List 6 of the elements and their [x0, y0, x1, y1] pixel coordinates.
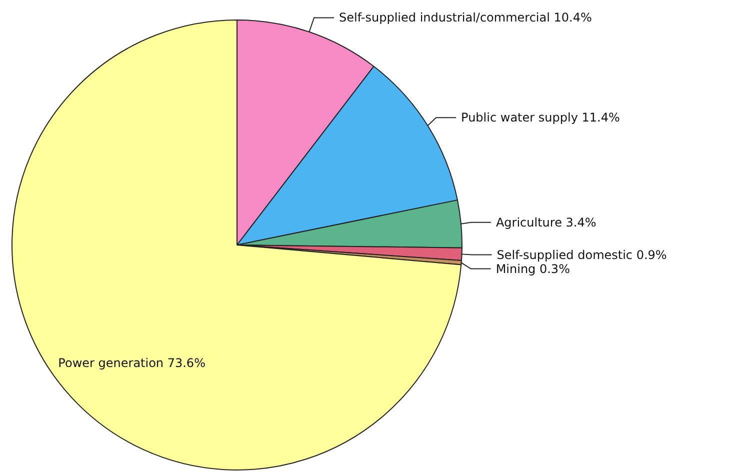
slice-label: Public water supply 11.4% — [461, 110, 620, 125]
slice-label: Self-supplied industrial/commercial 10.4% — [339, 10, 592, 25]
slice-label: Self-supplied domestic 0.9% — [496, 248, 667, 262]
slice-label: Power generation 73.6% — [58, 356, 206, 370]
slice-label: Agriculture 3.4% — [496, 215, 596, 230]
slice-label: Mining 0.3% — [496, 262, 570, 276]
